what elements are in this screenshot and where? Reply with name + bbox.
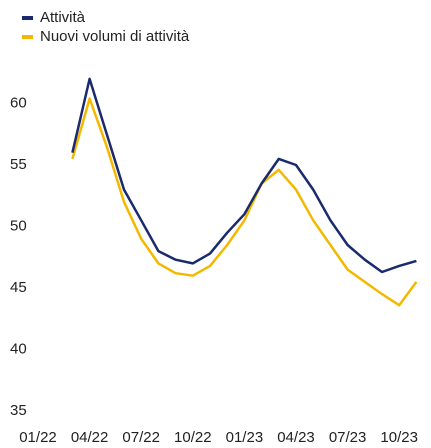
y-tick-label: 60 [10, 94, 27, 111]
line-series [71, 77, 417, 274]
x-tick-label: 07/22 [122, 429, 160, 446]
legend-label: Nuovi volumi di attività [40, 28, 190, 45]
x-tick-label: 04/23 [277, 429, 315, 446]
y-tick-label: 45 [10, 279, 27, 296]
x-tick-label: 01/23 [226, 429, 264, 446]
y-tick-label: 35 [10, 402, 27, 419]
x-tick-label: 10/22 [174, 429, 212, 446]
y-tick-label: 55 [10, 156, 27, 173]
legend-label: Attività [40, 9, 86, 26]
y-tick-label: 40 [10, 340, 27, 357]
x-tick-label: 04/22 [71, 429, 109, 446]
line-series [71, 97, 418, 307]
x-tick-label: 10/23 [380, 429, 418, 446]
x-tick-label: 07/23 [329, 429, 367, 446]
y-tick-label: 50 [10, 217, 27, 234]
x-tick-label: 01/22 [19, 429, 57, 446]
